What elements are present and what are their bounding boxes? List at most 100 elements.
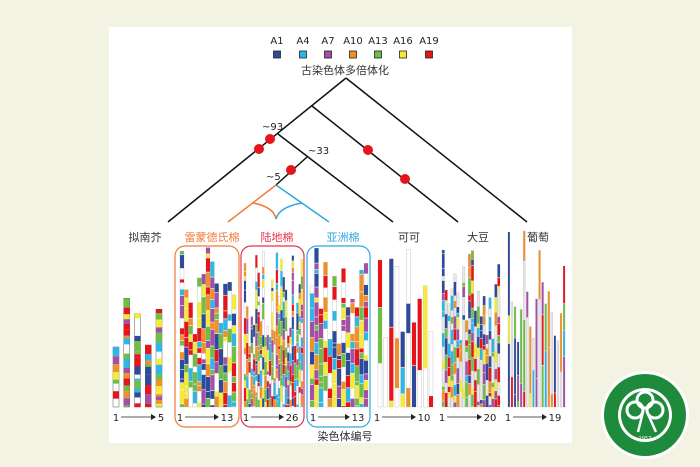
chromosome-segment [485, 348, 489, 356]
chromosome-segment [197, 302, 202, 318]
chromosome-segment [244, 271, 246, 277]
chromosome-segment [280, 377, 283, 386]
chromosome-segment [264, 402, 267, 407]
chromosome-segment [310, 384, 314, 401]
chromosome-segment [278, 318, 281, 335]
chromosome-segment [156, 403, 162, 407]
chromosome-segment [210, 390, 215, 399]
chromosome-segment [482, 350, 486, 364]
chromosome-segment [246, 399, 249, 407]
legend-swatch [299, 50, 307, 59]
chromosome-segment [246, 342, 249, 360]
chromosome-segment [456, 394, 460, 407]
chromosome-segment [491, 387, 495, 399]
chromosome-segment [468, 329, 471, 335]
chromosome-segment [271, 366, 274, 380]
chromosome [513, 306, 517, 408]
chromosome [350, 298, 355, 408]
chromosome-segment [523, 391, 526, 407]
chromosome-segment [560, 313, 562, 372]
chromosome-segment [206, 295, 210, 311]
chromosome-segment [123, 298, 130, 308]
chromosome-segment [355, 406, 359, 407]
chromosome-segment [223, 373, 228, 382]
chromosome [271, 279, 274, 408]
chromosome-segment [554, 393, 556, 407]
chromosome-segment [257, 272, 260, 288]
chromosome-segment [197, 402, 202, 407]
chromosome-segment [273, 331, 276, 345]
chromosome-segment [314, 354, 319, 370]
chromosome [411, 322, 417, 408]
chromosome-segment [289, 353, 292, 365]
chromosome-segment [219, 379, 223, 393]
chromosome-segment [328, 398, 332, 407]
chromosome-segment [301, 289, 303, 305]
x-axis-label: 染色体编号 [318, 429, 373, 443]
chromosome-segment [206, 247, 210, 254]
chromosome-segment [253, 354, 256, 359]
chromosome [535, 298, 538, 408]
chromosome-segment [298, 322, 301, 329]
chromosome-segment [206, 287, 210, 295]
chromosome-segment [479, 349, 483, 360]
chromosome-segment [332, 347, 337, 359]
chromosome-segment [280, 310, 283, 322]
arrow-head [214, 414, 219, 420]
chromosome-segment [314, 273, 319, 287]
chromosome-segment [477, 405, 480, 407]
chromosome-segment [280, 287, 283, 297]
chromosome [318, 308, 324, 408]
chromosome-segment [280, 337, 283, 345]
chromosome-segment [232, 392, 236, 402]
box-arboreum [306, 245, 371, 428]
chromosome-segment [262, 357, 265, 370]
chromosome-segment [278, 397, 281, 407]
chromosome-segment [264, 390, 267, 403]
chromosome-segment [134, 380, 141, 389]
chromosome-segment [206, 272, 210, 287]
chromosome-segment [453, 329, 457, 341]
chromosome [252, 324, 256, 408]
chromosome-segment [341, 268, 346, 283]
chromosome-segment [412, 322, 416, 366]
chromosome-segment [113, 364, 119, 373]
chromosome-segment [287, 371, 290, 381]
chromosome-segment [547, 347, 550, 407]
chromosome-segment [246, 318, 249, 334]
chromosome-segment [346, 316, 350, 333]
chromosome-segment [359, 307, 364, 320]
legend-label: A16 [393, 36, 413, 47]
chromosome-segment [471, 265, 474, 281]
chromosome-segment [319, 323, 323, 339]
chromosome-segment [250, 376, 253, 393]
chromosome [363, 263, 369, 408]
chromosome-segment [262, 267, 265, 274]
chromosome-segment [296, 359, 299, 366]
chromosome-segment [214, 319, 219, 334]
group-boxes [174, 245, 371, 428]
chromosome [282, 277, 285, 408]
chromosome-segment [447, 315, 451, 321]
legend-swatch [349, 50, 357, 59]
chromosome-segment [517, 402, 519, 407]
chromosome [482, 295, 486, 408]
chromosome-segment [280, 297, 283, 310]
chromosome-segment [291, 360, 294, 375]
chromosome-segment [310, 308, 314, 322]
chromosome-segment [269, 398, 272, 407]
chromosome-segment [255, 281, 258, 290]
legend-label: A13 [368, 36, 388, 47]
chromosome-segment [494, 379, 498, 384]
chromosome-segment [262, 387, 265, 398]
chromosome-segment [134, 388, 141, 393]
chromosome-segment [314, 379, 319, 385]
chromosome-segment [282, 292, 285, 298]
chromosome-segment [232, 333, 236, 347]
chromosome [218, 322, 224, 408]
chromosome-segment [291, 261, 294, 268]
chromosome-segment [471, 357, 474, 371]
chromosome-segment [188, 350, 193, 355]
chromosome-segment [341, 319, 346, 326]
chromosome-segment [113, 372, 119, 380]
